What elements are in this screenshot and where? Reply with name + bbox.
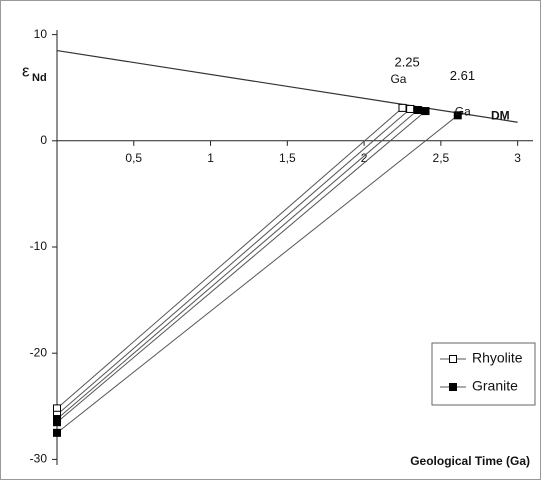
x-axis-label: Geological Time (Ga)	[410, 454, 530, 468]
evolution-line	[56, 109, 419, 420]
dm-label: DM	[491, 108, 510, 122]
annotation-label: 2.25	[394, 54, 419, 69]
y-tick-label: -30	[30, 452, 48, 466]
y-tick-label: -10	[30, 239, 48, 253]
evolution-line	[56, 114, 459, 434]
annotation-unit: Ga	[390, 72, 406, 86]
y-tick-label: 10	[34, 27, 48, 41]
point-marker	[413, 106, 422, 115]
y-axis-subscript: Nd	[32, 72, 47, 84]
x-tick-label: 1,5	[279, 151, 296, 165]
legend-label: Granite	[472, 378, 518, 394]
y-axis-symbol: ε	[22, 61, 30, 80]
point-marker	[453, 111, 462, 120]
point-marker	[398, 103, 407, 112]
legend-marker	[449, 355, 457, 363]
dm-line	[56, 49, 518, 123]
x-tick-label: 0,5	[125, 151, 142, 165]
annotation-unit: Ga	[455, 104, 471, 118]
x-tick-label: 2	[361, 151, 368, 165]
point-marker	[53, 428, 61, 437]
legend-box	[431, 342, 536, 406]
y-tick-label: 0	[40, 133, 47, 147]
point-marker	[421, 107, 430, 116]
evolution-line	[56, 108, 411, 416]
x-tick-label: 2,5	[433, 151, 450, 165]
evolution-line	[56, 110, 426, 423]
y-tick-label: -20	[30, 345, 48, 359]
evolution-line	[56, 107, 403, 409]
annotation-label: 2.61	[450, 68, 475, 83]
point-marker	[53, 418, 61, 427]
legend-marker	[449, 383, 457, 391]
point-marker	[406, 104, 415, 113]
x-tick-label: 3	[514, 151, 521, 165]
x-tick-label: 1	[207, 151, 214, 165]
legend-label: Rhyolite	[472, 350, 523, 366]
